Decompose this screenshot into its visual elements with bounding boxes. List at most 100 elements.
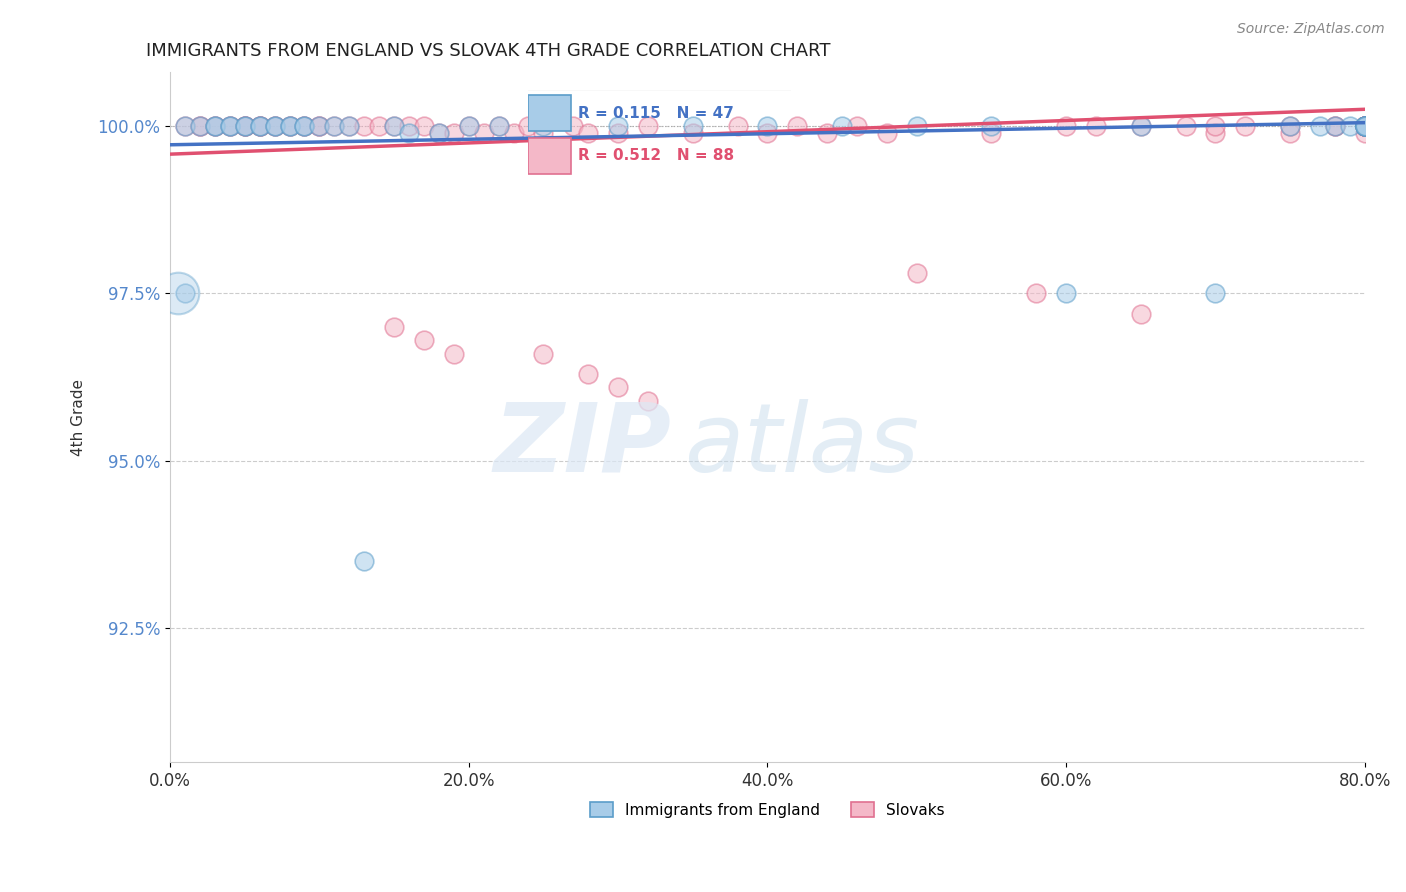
Point xyxy=(382,119,405,133)
Point xyxy=(576,126,599,140)
Point xyxy=(427,126,450,140)
Point xyxy=(457,119,479,133)
Point xyxy=(382,320,405,334)
Point xyxy=(1354,119,1376,133)
Point xyxy=(533,119,555,133)
Point xyxy=(1354,119,1376,133)
Point xyxy=(249,119,271,133)
Point xyxy=(278,119,301,133)
Point xyxy=(637,119,659,133)
Point xyxy=(533,126,555,140)
Point xyxy=(1354,119,1376,133)
Point xyxy=(188,119,211,133)
Point xyxy=(815,126,838,140)
Point xyxy=(398,126,420,140)
Point xyxy=(337,119,360,133)
Point xyxy=(876,126,898,140)
Point xyxy=(308,119,330,133)
Point xyxy=(1323,119,1346,133)
Point xyxy=(1204,119,1226,133)
Point xyxy=(368,119,391,133)
Point xyxy=(1354,119,1376,133)
Point xyxy=(682,126,704,140)
Point xyxy=(204,119,226,133)
Point xyxy=(233,119,256,133)
Point xyxy=(1354,119,1376,133)
Point xyxy=(398,119,420,133)
Point xyxy=(1309,119,1331,133)
Point xyxy=(1354,119,1376,133)
Point xyxy=(1354,119,1376,133)
Point xyxy=(1354,119,1376,133)
Point xyxy=(1354,119,1376,133)
Point xyxy=(1323,119,1346,133)
Point xyxy=(727,119,749,133)
Point xyxy=(263,119,285,133)
Point xyxy=(427,126,450,140)
Point xyxy=(1279,119,1302,133)
Point xyxy=(637,393,659,408)
Point xyxy=(294,119,316,133)
Point xyxy=(607,119,630,133)
Point xyxy=(980,126,1002,140)
Point xyxy=(1279,126,1302,140)
Point xyxy=(756,126,779,140)
Point xyxy=(905,267,928,281)
Point xyxy=(413,334,436,348)
Point xyxy=(263,119,285,133)
Point xyxy=(204,119,226,133)
Point xyxy=(218,119,240,133)
Point xyxy=(249,119,271,133)
Point xyxy=(294,119,316,133)
Point xyxy=(249,119,271,133)
Point xyxy=(1129,119,1152,133)
Point xyxy=(263,119,285,133)
Point xyxy=(308,119,330,133)
Point xyxy=(218,119,240,133)
Point xyxy=(517,119,540,133)
Point xyxy=(204,119,226,133)
Point xyxy=(682,119,704,133)
Text: atlas: atlas xyxy=(683,399,918,491)
Point xyxy=(1354,119,1376,133)
Point xyxy=(607,380,630,394)
Point xyxy=(1054,119,1077,133)
Point xyxy=(278,119,301,133)
Point xyxy=(174,119,197,133)
Point xyxy=(1354,119,1376,133)
Point xyxy=(786,119,808,133)
Point xyxy=(831,119,853,133)
Point xyxy=(1354,119,1376,133)
Point xyxy=(382,119,405,133)
Point xyxy=(562,119,585,133)
Point xyxy=(1354,119,1376,133)
Point xyxy=(308,119,330,133)
Point xyxy=(204,119,226,133)
Point xyxy=(233,119,256,133)
Point xyxy=(457,119,479,133)
Point xyxy=(533,347,555,361)
Point xyxy=(1339,119,1361,133)
Point xyxy=(443,126,465,140)
Point xyxy=(502,126,524,140)
Text: IMMIGRANTS FROM ENGLAND VS SLOVAK 4TH GRADE CORRELATION CHART: IMMIGRANTS FROM ENGLAND VS SLOVAK 4TH GR… xyxy=(146,42,831,60)
Point xyxy=(443,347,465,361)
Point xyxy=(1354,119,1376,133)
Point xyxy=(1085,119,1108,133)
Point xyxy=(1204,126,1226,140)
Point xyxy=(488,119,510,133)
Point xyxy=(337,119,360,133)
Point xyxy=(218,119,240,133)
Point xyxy=(1129,307,1152,321)
Point xyxy=(607,126,630,140)
Point xyxy=(188,119,211,133)
Point xyxy=(233,119,256,133)
Point xyxy=(1234,119,1257,133)
Point xyxy=(1354,119,1376,133)
Point xyxy=(1174,119,1197,133)
Point xyxy=(353,119,375,133)
Point xyxy=(1354,119,1376,133)
Point xyxy=(188,119,211,133)
Point xyxy=(1354,119,1376,133)
Y-axis label: 4th Grade: 4th Grade xyxy=(72,379,86,456)
